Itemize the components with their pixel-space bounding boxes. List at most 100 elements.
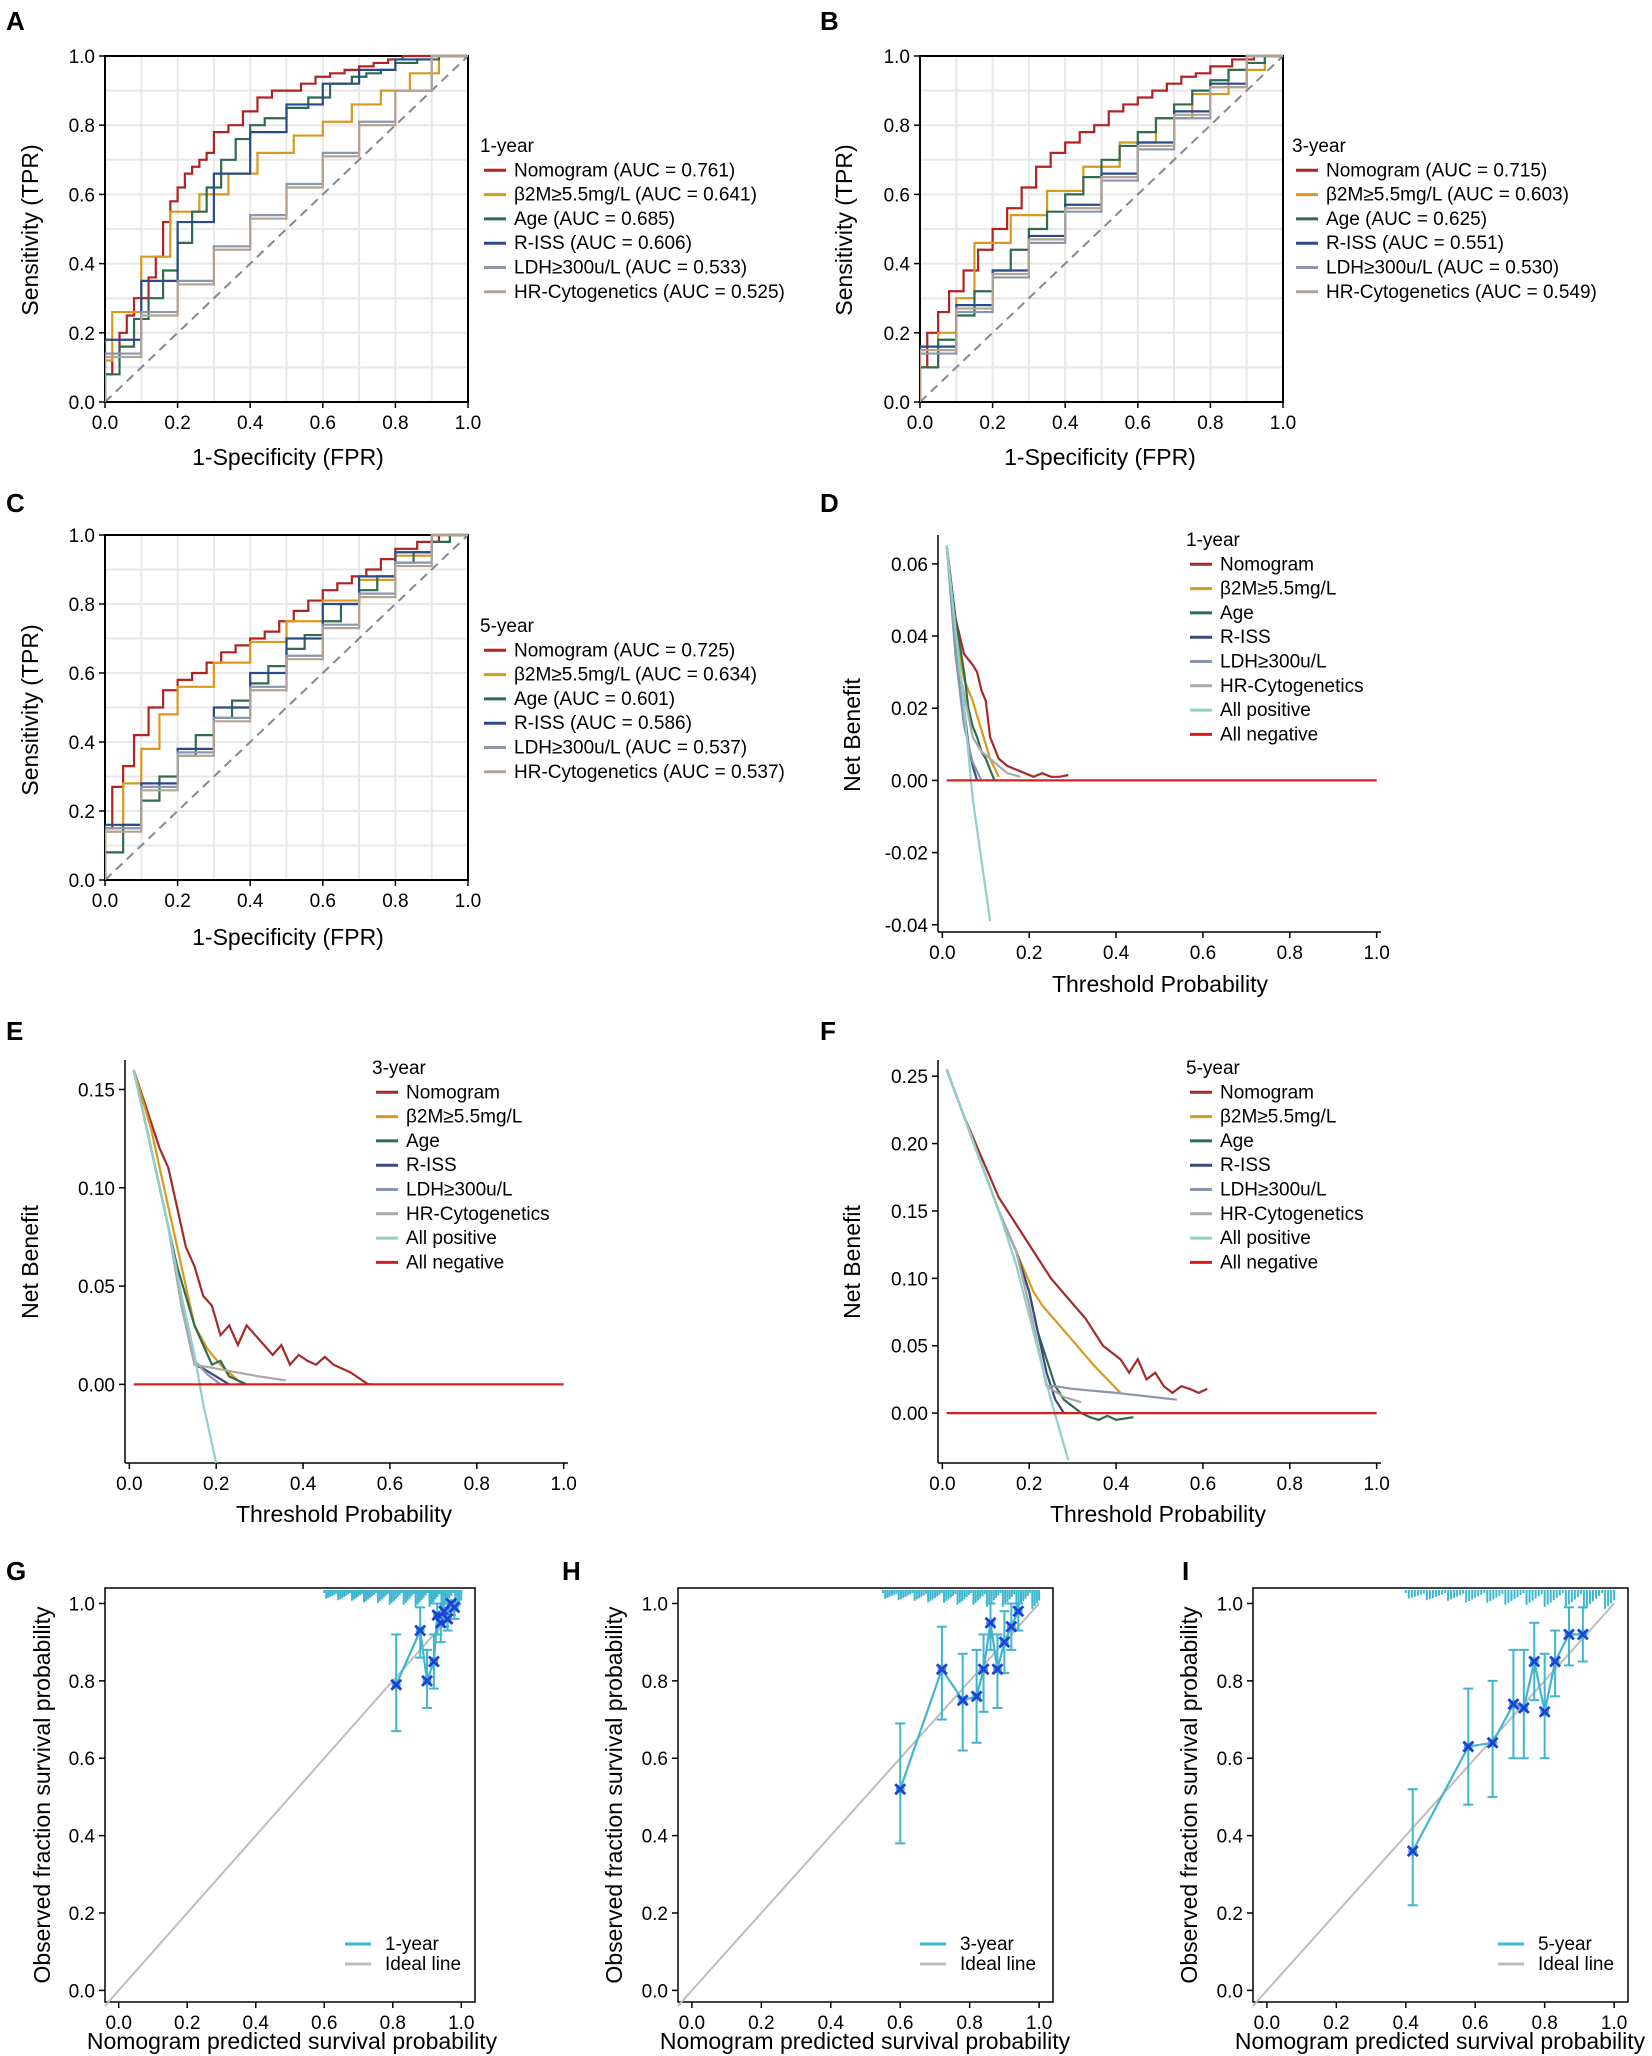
observed-marker (390, 1678, 403, 1691)
x-tick-label: 1.0 (1270, 413, 1296, 434)
x-tick-label: 0.6 (1125, 413, 1151, 434)
legend-entry: HR-Cytogenetics (AUC = 0.549) (1326, 282, 1597, 303)
y-tick-label: 0.0 (884, 393, 910, 414)
y-tick-label: 0.4 (69, 1827, 96, 1848)
legend-entry: All positive (406, 1228, 497, 1249)
y-tick-label: 0.25 (891, 1067, 928, 1088)
legend-entry: Age (406, 1131, 440, 1152)
panel-f: F 0.0 0.2 0.4 0.6 0.8 1.0 0.00 0.05 0.10 0.15 0.20 0… (820, 1016, 1390, 1527)
legend-entry: R-ISS (AUC = 0.606) (514, 233, 692, 254)
legend-entry: Age (1220, 1131, 1254, 1152)
legend-entry: Age (AUC = 0.625) (1326, 209, 1487, 230)
rug (881, 1590, 1041, 1610)
panel-letter: A (6, 6, 25, 36)
y-tick-label: 0.2 (69, 1904, 95, 1925)
observed-marker (1576, 1628, 1589, 1641)
x-tick-label: 0.8 (1197, 413, 1223, 434)
plot-frame (919, 55, 1284, 403)
panel-letter: B (820, 6, 839, 36)
y-tick-label: 0.2 (1217, 1904, 1243, 1925)
x-tick-label: 0.2 (979, 413, 1005, 434)
x-tick-label: 0.8 (1531, 2013, 1557, 2034)
x-tick-label: 0.4 (1052, 413, 1079, 434)
x-tick-label: 0.4 (1393, 2013, 1420, 2034)
series-line-0 (105, 54, 468, 402)
observed-marker (1562, 1628, 1575, 1641)
observed-marker (414, 1624, 427, 1637)
x-tick-label: 0.6 (1462, 2013, 1488, 2034)
plot-frame (1252, 1587, 1629, 2003)
legend-entry: All negative (406, 1252, 504, 1273)
observed-marker (1486, 1736, 1499, 1749)
x-tick-label: 0.8 (1277, 1474, 1303, 1495)
x-tick-label: 0.0 (929, 1474, 955, 1495)
series-line-4 (945, 545, 983, 781)
legend-entry: All negative (1220, 724, 1318, 745)
observed-marker (935, 1663, 948, 1676)
x-tick-label: 1.0 (1026, 2013, 1052, 2034)
legend-entry: Ideal line (1538, 1954, 1614, 1975)
legend: 5-year Nomogram (AUC = 0.725) β2M≥5.5mg/L … (480, 616, 785, 783)
x-tick-label: 0.0 (116, 1474, 142, 1495)
x-tick-label: 0.6 (310, 891, 336, 912)
observed-marker (1538, 1705, 1551, 1718)
legend-entry: 5-year (1538, 1934, 1593, 1955)
panel-d: D 0.0 0.2 0.4 0.6 0.8 1.0 -0.04 -0.02 0.00 0.02 0.0… (820, 488, 1390, 997)
observed-marker (1462, 1740, 1475, 1753)
legend-entry: LDH≥300u/L (AUC = 0.537) (514, 738, 747, 759)
y-tick-label: 0.0 (69, 871, 95, 892)
legend-entry: β2M≥5.5mg/L (406, 1107, 522, 1128)
y-tick-label: 0.8 (642, 1672, 668, 1693)
observed-marker (448, 1601, 461, 1614)
x-tick-label: 0.6 (1190, 943, 1216, 964)
x-tick-label: 0.2 (164, 413, 190, 434)
y-tick-label: 0.8 (69, 1672, 95, 1693)
x-tick-label: 0.6 (887, 2013, 913, 2034)
series-line-0 (920, 54, 1283, 402)
series-line-2 (945, 1069, 1134, 1422)
rug (1404, 1590, 1616, 1610)
x-tick-label: 0.8 (382, 891, 408, 912)
legend: 1-year Nomogram (AUC = 0.761) β2M≥5.5mg/L … (480, 136, 785, 303)
series-line-3 (105, 54, 468, 402)
legend-title: 3-year (372, 1058, 427, 1079)
x-tick-label: 0.0 (929, 943, 955, 964)
y-tick-label: 0.6 (69, 1749, 95, 1770)
x-axis-label: Threshold Probability (1050, 1501, 1267, 1527)
legend-entry: β2M≥5.5mg/L (1220, 579, 1336, 600)
legend-entry: Ideal line (385, 1954, 461, 1975)
y-tick-label: 1.0 (69, 1594, 95, 1615)
y-tick-label: 0.4 (1217, 1827, 1244, 1848)
legend-entry: All negative (1220, 1252, 1318, 1273)
y-axis-label: Net Benefit (17, 1205, 43, 1319)
legend-entry: 3-year (960, 1934, 1015, 1955)
legend-title: 3-year (1292, 136, 1347, 157)
x-axis-label: 1-Specificity (FPR) (192, 444, 384, 470)
observed-marker (1517, 1701, 1530, 1714)
calibration-line (899, 1610, 1020, 1790)
legend-entry: R-ISS (1220, 627, 1271, 648)
y-axis-label: Observed fraction survival probability (601, 1606, 627, 1984)
x-tick-label: 0.2 (748, 2013, 774, 2034)
observed-marker (1507, 1698, 1520, 1711)
y-tick-label: 0.8 (884, 116, 910, 137)
observed-marker (894, 1783, 907, 1796)
legend-entry: Nomogram (AUC = 0.725) (514, 640, 735, 661)
y-tick-label: -0.04 (885, 916, 929, 937)
y-tick-label: 0.8 (69, 116, 95, 137)
panel-letter: I (1182, 1556, 1189, 1586)
y-tick-label: 1.0 (69, 47, 95, 68)
y-tick-label: 0.2 (884, 324, 910, 345)
observed-marker (1005, 1620, 1018, 1633)
y-axis-label: Observed fraction survival probability (1176, 1606, 1202, 1984)
x-tick-label: 0.8 (382, 413, 408, 434)
series-line-0 (132, 1069, 373, 1386)
legend-entry: Ideal line (960, 1954, 1036, 1975)
y-tick-label: 0.2 (69, 324, 95, 345)
panel-letter: E (6, 1016, 23, 1046)
series-line-6 (945, 545, 992, 922)
x-tick-label: 0.4 (243, 2013, 270, 2034)
legend-entry: All positive (1220, 1228, 1311, 1249)
